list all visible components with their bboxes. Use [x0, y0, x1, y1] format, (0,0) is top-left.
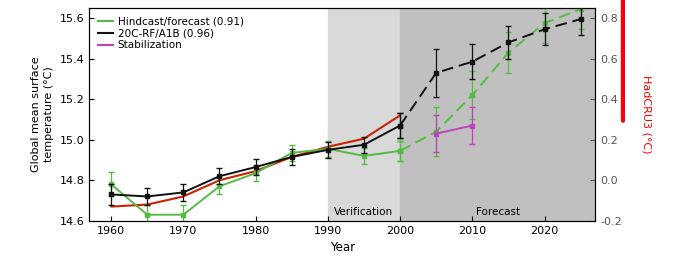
X-axis label: Year: Year [330, 241, 355, 254]
Y-axis label: Global mean surface
temperature (°C): Global mean surface temperature (°C) [31, 57, 54, 172]
Text: Verification: Verification [334, 207, 394, 217]
Y-axis label: HadCRU3 (°C): HadCRU3 (°C) [641, 75, 651, 154]
Bar [400, 8, 595, 221]
Bar [328, 8, 400, 221]
Legend: Hindcast/forecast (0.91), 20C-RF/A1B (0.96), Stabilization: Hindcast/forecast (0.91), 20C-RF/A1B (0.… [95, 13, 247, 54]
Text: Forecast: Forecast [475, 207, 519, 217]
